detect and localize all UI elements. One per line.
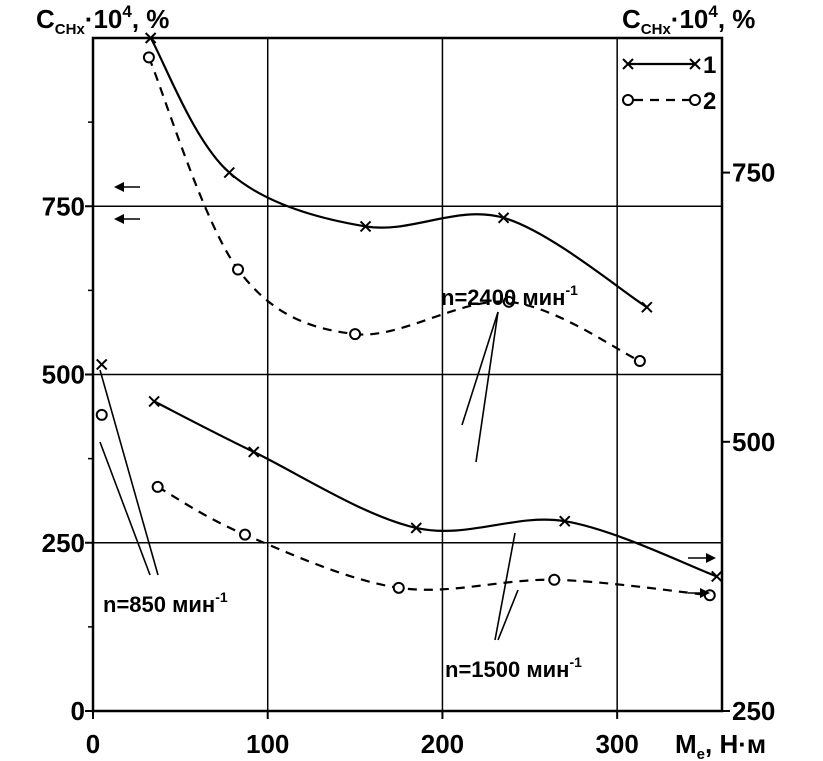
left-tick-label: 0 <box>71 696 85 726</box>
left-tick-label: 500 <box>42 360 85 390</box>
data-point-x <box>497 212 510 224</box>
x-tick-label: 300 <box>595 729 638 759</box>
leader-2400-2 <box>475 311 499 463</box>
data-point-o <box>548 573 561 586</box>
annotation-n2400: n=2400 мин-1 <box>441 282 578 310</box>
data-point-o <box>151 480 164 493</box>
data-point-x <box>96 358 108 371</box>
left-tick-label: 250 <box>42 528 85 558</box>
series-line-n1500-1 <box>153 400 718 578</box>
legend-entry-1: 1 <box>622 52 716 79</box>
data-point-x <box>148 395 160 408</box>
leader-1500-1 <box>494 532 516 641</box>
x-axis-title: Me, Н·м <box>675 729 766 761</box>
left-axis-title: CCHx·104, % <box>36 2 169 38</box>
arrow-left-top-1 <box>114 182 140 192</box>
x-tick-label: 200 <box>421 729 464 759</box>
data-point-x <box>711 570 723 583</box>
data-point-o <box>232 263 245 276</box>
grid <box>93 38 722 711</box>
annotation-leaders <box>99 182 716 641</box>
data-point-o <box>349 328 362 341</box>
data-point-o <box>95 408 108 421</box>
right-tick-label: 250 <box>732 696 775 726</box>
series-line-n2400-2 <box>147 56 641 363</box>
leader-1500-2 <box>497 589 519 641</box>
legend-label-2: 2 <box>703 88 716 115</box>
x-axis-ticks: 0 100 200 300 <box>86 711 639 759</box>
left-tick-label: 750 <box>42 191 85 221</box>
data-point-o <box>142 51 155 64</box>
annotation-n850: n=850 мин-1 <box>103 589 228 617</box>
data-point-o <box>502 295 515 308</box>
data-point-x <box>144 32 157 44</box>
data-point-x <box>410 522 422 534</box>
leader-850-1 <box>99 369 159 576</box>
series-line-n2400-1 <box>149 37 648 309</box>
arrow-right-bottom-2 <box>688 588 710 598</box>
leader-2400-1 <box>461 311 499 426</box>
leader-850-2 <box>99 441 151 576</box>
series-line-n1500-2 <box>157 485 710 597</box>
data-point-o <box>239 528 252 541</box>
data-point-o <box>633 355 646 368</box>
left-axis-ticks: 0 250 500 750 <box>42 121 93 726</box>
data-point-x <box>359 220 372 233</box>
legend-entry-2: 2 <box>622 88 716 115</box>
arrow-left-top-2 <box>114 214 140 224</box>
right-tick-label: 500 <box>732 427 775 457</box>
right-axis-title: CCHx·104, % <box>622 2 755 38</box>
x-tick-label: 100 <box>246 729 289 759</box>
right-tick-label: 750 <box>732 158 775 188</box>
right-axis-ticks: 250 500 750 <box>722 158 775 726</box>
x-tick-label: 0 <box>86 729 100 759</box>
data-point-x <box>641 301 653 313</box>
data-point-x <box>223 166 235 179</box>
legend-label-1: 1 <box>703 52 716 79</box>
annotation-n1500: n=1500 мин-1 <box>445 654 582 682</box>
data-point-x <box>248 446 260 458</box>
legend: 1 2 <box>622 52 716 115</box>
series-layer <box>95 32 723 602</box>
data-point-o <box>392 581 405 594</box>
arrow-right-bottom-1 <box>688 553 716 563</box>
data-point-x <box>559 515 571 527</box>
